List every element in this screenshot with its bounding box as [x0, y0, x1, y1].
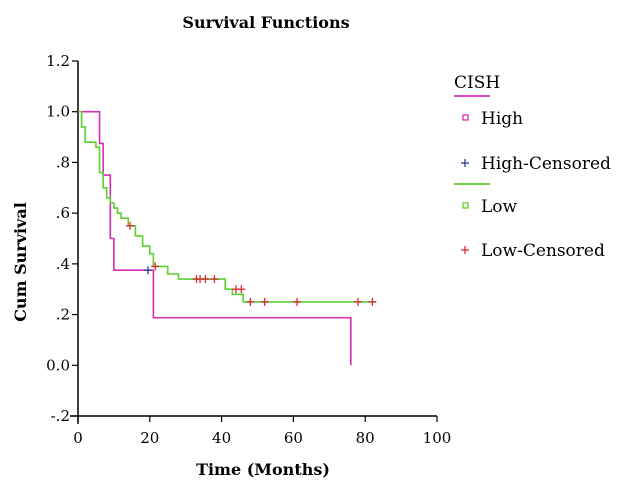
y-tick-label: 0.0 — [46, 356, 70, 374]
censor-mark-low — [354, 297, 363, 306]
legend: CISH High High-Censored Low Low-Censored — [454, 73, 611, 261]
censor-mark-high — [144, 266, 153, 275]
x-tick-label: 100 — [423, 429, 452, 447]
legend-label: Low-Censored — [481, 241, 605, 261]
legend-label: Low — [481, 197, 518, 217]
axes: -.2 0.0 .2 .4 .6 .8 1.0 1.2 0 20 40 60 80 100 — [46, 52, 451, 447]
censor-mark-low — [246, 297, 255, 306]
x-tick-label: 60 — [284, 429, 303, 447]
censor-mark-low — [126, 221, 135, 230]
y-axis-label: Cum Survival — [11, 202, 30, 322]
y-tick-label: -.2 — [51, 407, 70, 425]
censor-mark-low — [368, 297, 377, 306]
x-tick-label: 20 — [140, 429, 159, 447]
y-tick-label: .4 — [56, 255, 70, 273]
x-tick-label: 0 — [73, 429, 83, 447]
legend-marker-plus — [461, 246, 469, 254]
y-tick-label: 1.2 — [46, 52, 70, 70]
censor-mark-low — [151, 262, 160, 271]
series-low-line — [78, 110, 376, 303]
y-tick-label: .2 — [56, 306, 70, 324]
censor-mark-low — [210, 275, 219, 284]
series-high-line — [78, 110, 352, 366]
legend-label: High — [481, 109, 523, 129]
y-tick-label: .6 — [56, 204, 70, 222]
censor-mark-low — [201, 275, 210, 284]
censor-mark-low — [260, 297, 269, 306]
legend-marker-square — [462, 202, 469, 209]
y-tick-label: 1.0 — [46, 103, 70, 121]
censor-mark-low — [237, 285, 246, 294]
y-tick-label: .8 — [56, 153, 70, 171]
chart-title: Survival Functions — [182, 13, 349, 32]
legend-title: CISH — [454, 73, 500, 93]
x-tick-label: 40 — [212, 429, 231, 447]
legend-label: High-Censored — [481, 154, 611, 174]
x-axis-label: Time (Months) — [196, 460, 330, 479]
plot-area — [78, 110, 377, 366]
legend-marker-square — [462, 114, 469, 121]
x-tick-label: 80 — [356, 429, 375, 447]
legend-marker-plus — [461, 159, 469, 167]
censor-mark-low — [292, 297, 301, 306]
